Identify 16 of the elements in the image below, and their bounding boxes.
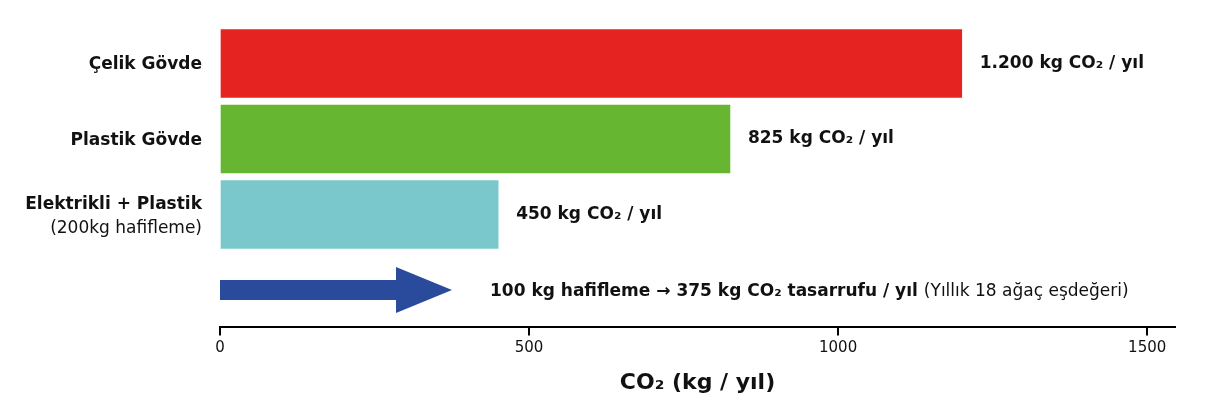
x-tick-label: 1500 — [1128, 338, 1167, 357]
y-tick-label: Plastik Gövde — [70, 127, 202, 151]
text: (Yıllık 18 ağaç eşdeğeri) — [923, 280, 1129, 301]
bar — [220, 104, 731, 174]
x-tick-label: 500 — [514, 338, 544, 357]
y-tick-label: Çelik Gövde — [88, 52, 202, 76]
x-axis-title: CO₂ (kg / yıl) — [619, 368, 776, 394]
x-tick-label: 0 — [215, 338, 225, 357]
bar — [220, 180, 499, 249]
data-label: 1.200 kg CO₂ / yıl — [979, 51, 1144, 72]
y-tick-label: Elektrikli + Plastik (200kg hafifleme) — [25, 191, 202, 239]
x-tick-label: 1000 — [819, 338, 858, 357]
data-label: 825 kg CO₂ / yıl — [747, 127, 894, 148]
text: 100 kg hafifleme → 375 kg CO₂ tasarrufu / yıl — [490, 280, 918, 301]
bar — [220, 29, 963, 98]
data-label: 450 kg CO₂ / yıl — [516, 202, 663, 223]
